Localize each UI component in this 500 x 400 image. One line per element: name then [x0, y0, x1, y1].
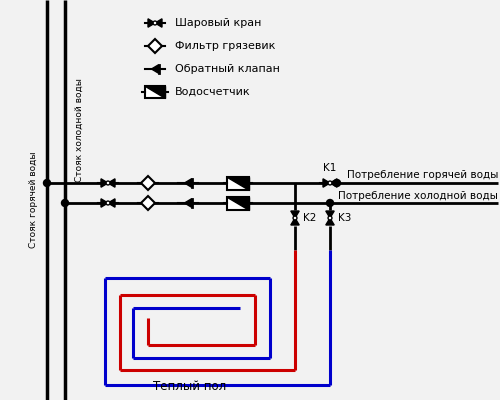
Circle shape [153, 21, 157, 25]
Text: Теплый пол: Теплый пол [154, 380, 226, 393]
Text: Потребление горячей воды: Потребление горячей воды [346, 170, 498, 180]
Circle shape [334, 180, 340, 186]
Text: K3: K3 [338, 213, 351, 223]
Polygon shape [323, 179, 330, 187]
Circle shape [44, 180, 51, 186]
Polygon shape [184, 199, 192, 207]
Circle shape [293, 216, 297, 220]
Polygon shape [141, 196, 155, 210]
Polygon shape [227, 176, 249, 190]
Polygon shape [148, 19, 155, 27]
Polygon shape [291, 211, 299, 218]
Text: Обратный клапан: Обратный клапан [175, 64, 280, 74]
Circle shape [328, 216, 332, 220]
Polygon shape [101, 179, 108, 187]
Polygon shape [148, 39, 162, 53]
Circle shape [62, 200, 68, 206]
Text: Фильтр грязевик: Фильтр грязевик [175, 41, 276, 51]
Polygon shape [141, 176, 155, 190]
Polygon shape [108, 179, 115, 187]
Polygon shape [330, 179, 337, 187]
Text: Водосчетчик: Водосчетчик [175, 87, 250, 97]
Polygon shape [152, 65, 158, 73]
Text: Шаровый кран: Шаровый кран [175, 18, 262, 28]
Text: K1: K1 [324, 163, 336, 173]
Polygon shape [101, 199, 108, 207]
Circle shape [106, 181, 110, 185]
Polygon shape [227, 196, 249, 210]
Polygon shape [184, 179, 192, 187]
Text: Стояк горячей воды: Стояк горячей воды [28, 152, 38, 248]
Polygon shape [155, 19, 162, 27]
Circle shape [328, 181, 332, 185]
Circle shape [106, 201, 110, 205]
Bar [145, 86, 165, 98]
Text: Стояк холодной воды: Стояк холодной воды [74, 78, 84, 182]
Bar [227, 196, 249, 210]
Circle shape [326, 200, 334, 206]
Polygon shape [326, 211, 334, 218]
Bar [227, 176, 249, 190]
Polygon shape [145, 86, 165, 98]
Polygon shape [326, 218, 334, 225]
Polygon shape [108, 199, 115, 207]
Text: Потребление холодной воды: Потребление холодной воды [338, 191, 498, 201]
Polygon shape [291, 218, 299, 225]
Text: K2: K2 [303, 213, 316, 223]
